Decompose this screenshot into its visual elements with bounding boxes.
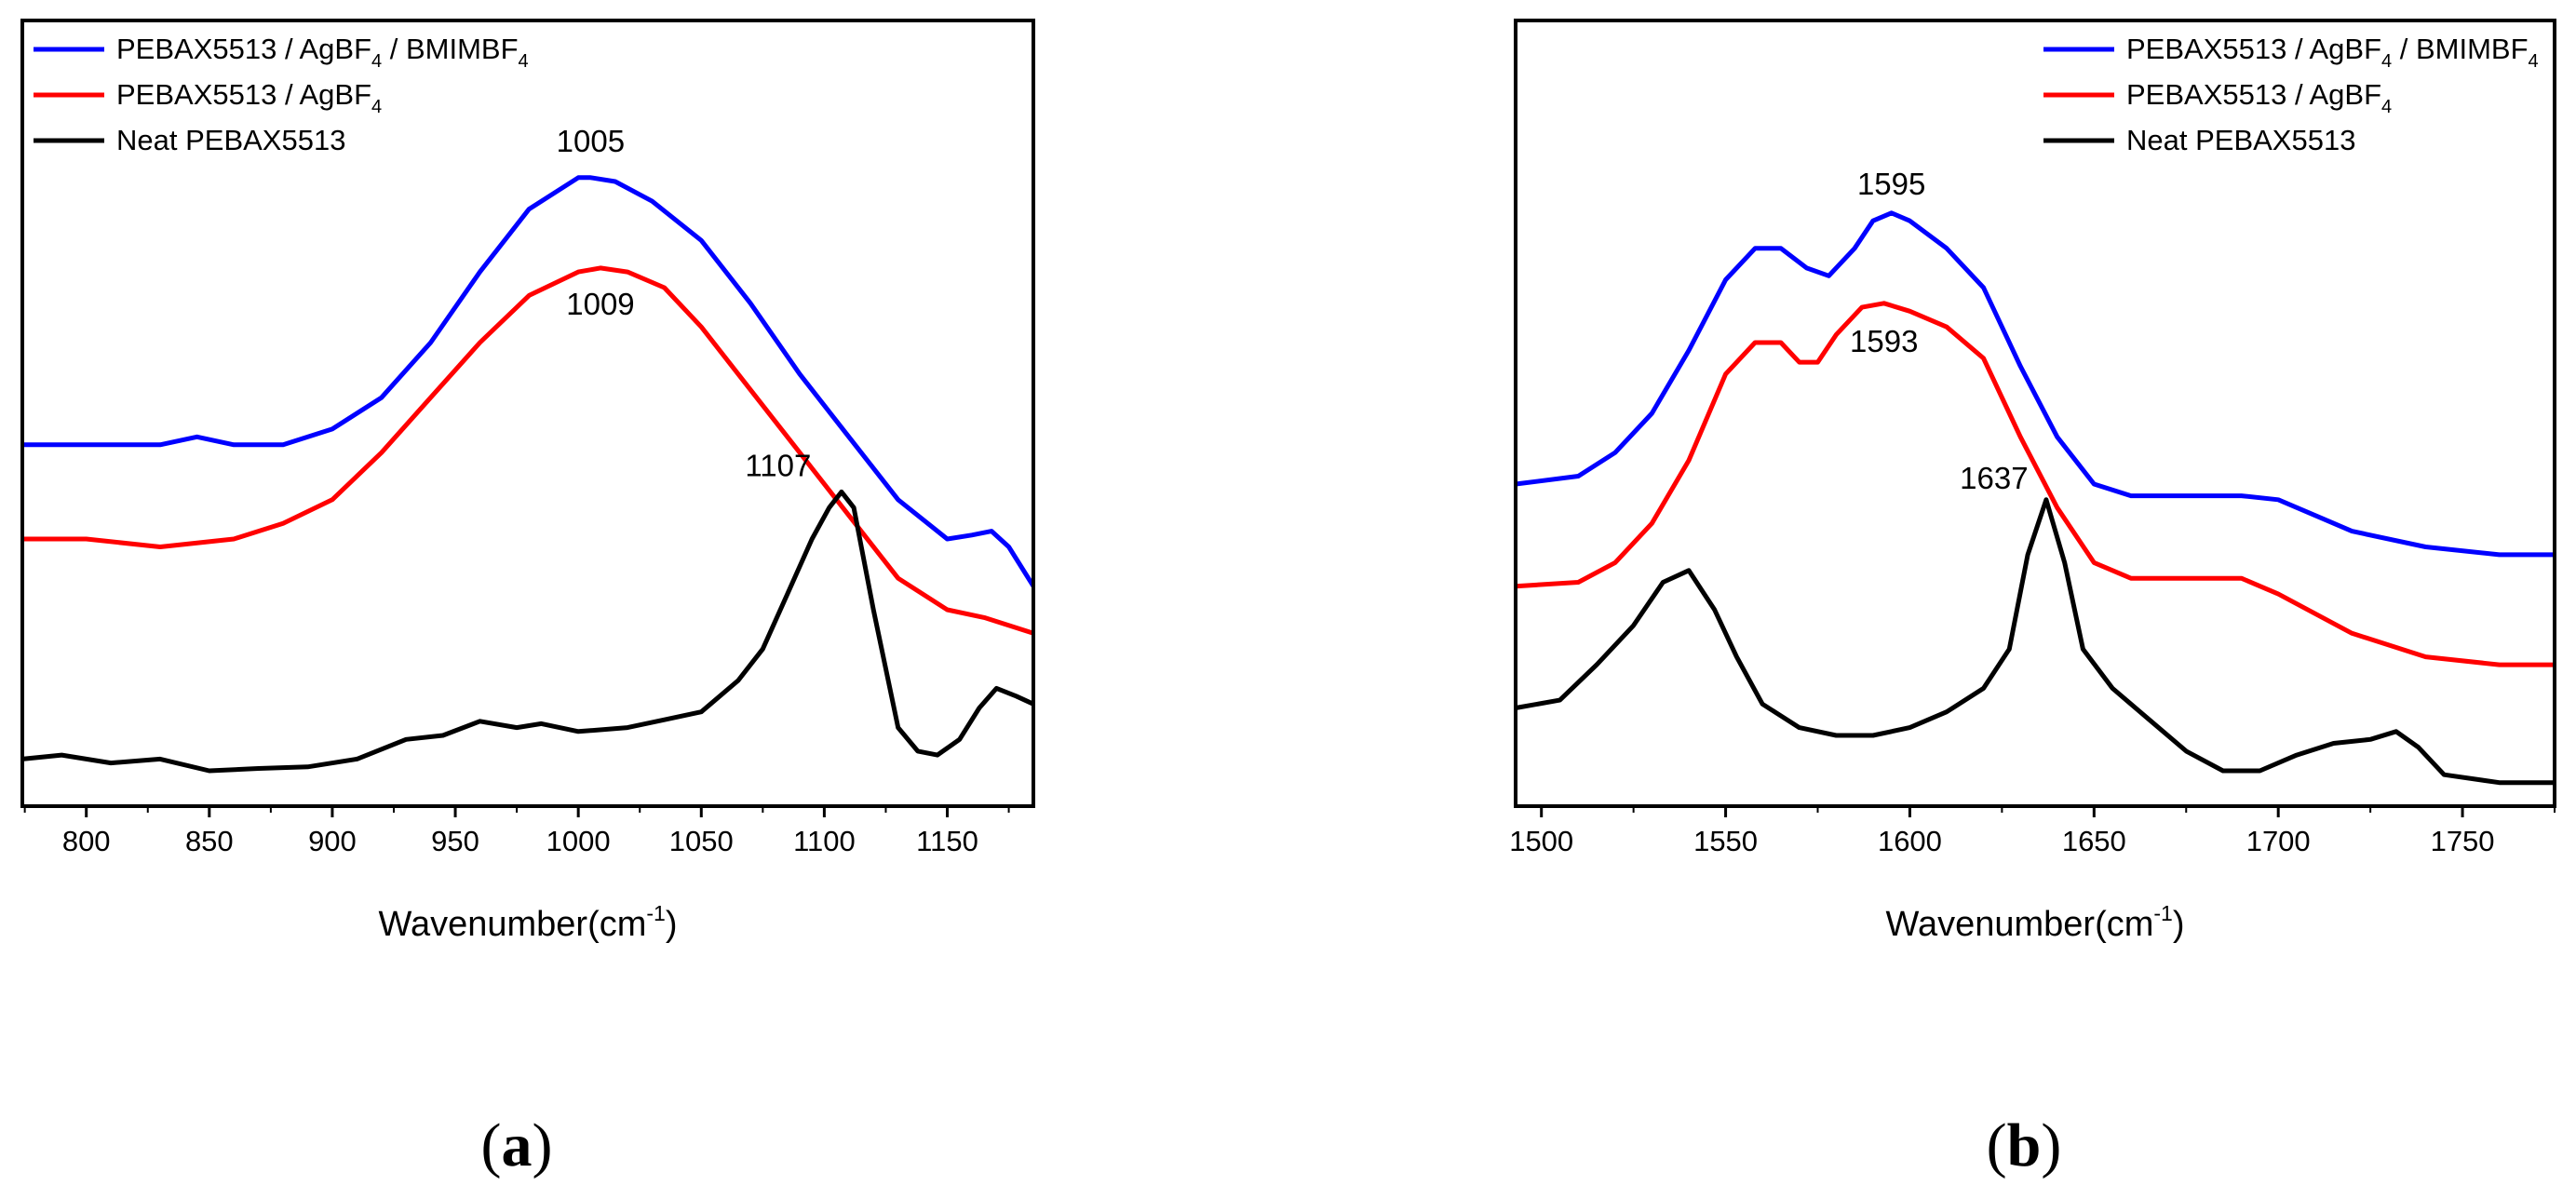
legend-label-red: PEBAX5513 / AgBF4 (116, 78, 382, 117)
x-tick-label: 1050 (669, 825, 734, 857)
x-axis-title: Wavenumber(cm-1) (379, 901, 678, 944)
peak-annotation: 1107 (745, 448, 811, 482)
x-tick-label: 1100 (793, 825, 856, 857)
peak-annotation: 1593 (1850, 324, 1918, 358)
x-tick-label: 1700 (2246, 825, 2311, 857)
plot-frame (20, 19, 1035, 808)
series-line-blue (1515, 210, 2555, 558)
legend-label-blue: PEBAX5513 / AgBF4 / BMIMBF4 (116, 33, 529, 72)
legend-label-blue: PEBAX5513 / AgBF4 / BMIMBF4 (2126, 33, 2539, 72)
x-tick-label: 1750 (2431, 825, 2495, 857)
x-tick-label: 1650 (2062, 825, 2126, 857)
panel-label-b: (b) (1987, 1111, 2062, 1179)
series-line-black (1515, 497, 2555, 786)
peak-annotation: 1009 (566, 287, 634, 321)
x-axis-title: Wavenumber(cm-1) (1886, 901, 2185, 944)
x-tick-label: 800 (62, 825, 111, 857)
series-line-black (21, 489, 1035, 774)
x-tick-label: 1000 (546, 825, 611, 857)
chart-panel-a: 800 850 900 950 1000 1050 1100 1150 Wavenumber(c… (20, 19, 1036, 1179)
series-line-blue (22, 175, 1036, 588)
legend-label-red: PEBAX5513 / AgBF4 (2126, 78, 2392, 117)
legend-label-black: Neat PEBAX5513 (116, 124, 345, 156)
x-tick-label: 900 (308, 825, 357, 857)
x-tick-label: 1550 (1693, 825, 1758, 857)
peak-annotation: 1637 (1960, 461, 2028, 495)
series-line-red (22, 265, 1034, 636)
x-tick-label: 1150 (916, 825, 978, 857)
x-tick-label: 1500 (1509, 825, 1573, 857)
series-line-red (1515, 301, 2555, 667)
peak-annotation: 1005 (557, 124, 625, 158)
x-tick-label: 1600 (1878, 825, 1942, 857)
chart-panel-b: 1500 1550 1600 1650 1700 1750 Wavenumber(cm-1)… (1509, 19, 2556, 1179)
legend-label-black: Neat PEBAX5513 (2126, 124, 2355, 156)
peak-annotation: 1595 (1857, 167, 1925, 201)
x-tick-label: 850 (185, 825, 234, 857)
x-tick-label: 950 (431, 825, 479, 857)
panel-label-a: (a) (481, 1111, 553, 1179)
plot-frame (1514, 19, 2556, 808)
